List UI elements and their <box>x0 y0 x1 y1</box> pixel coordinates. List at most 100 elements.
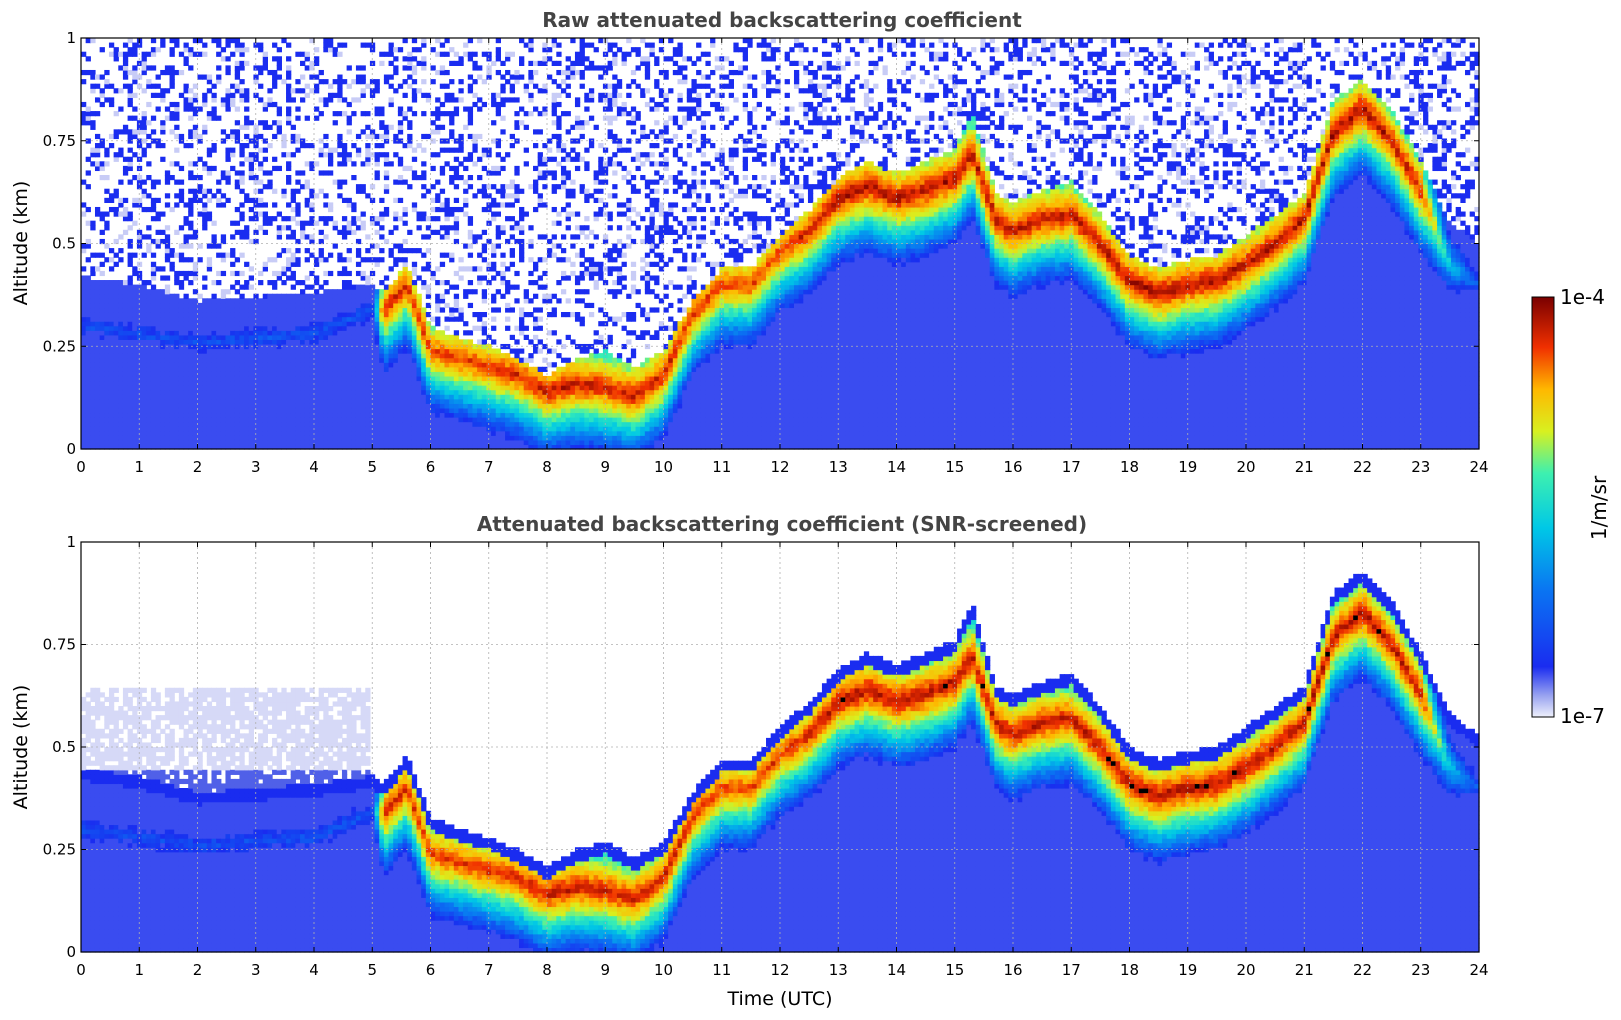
heatmap-cell <box>81 317 86 322</box>
heatmap-cell <box>156 403 161 408</box>
heatmap-cell <box>86 294 91 299</box>
heatmap-cell <box>146 65 151 70</box>
heatmap-cell <box>81 417 86 422</box>
heatmap-cell <box>132 362 137 367</box>
heatmap-cell <box>118 335 123 340</box>
heatmap-cell <box>156 198 161 203</box>
heatmap-cell <box>123 394 128 399</box>
heatmap-cell <box>109 367 114 372</box>
heatmap-cell <box>95 394 100 399</box>
heatmap-cell <box>104 97 109 102</box>
heatmap-cell <box>123 298 128 303</box>
heatmap-cell <box>95 307 100 312</box>
heatmap-cell <box>104 353 109 358</box>
heatmap-cell <box>95 376 100 381</box>
heatmap-cell <box>100 312 105 317</box>
heatmap-cell <box>123 230 128 235</box>
heatmap-cell <box>114 349 119 354</box>
heatmap-cell <box>123 417 128 422</box>
heatmap-cell <box>123 362 128 367</box>
heatmap-cell <box>156 385 161 390</box>
heatmap-cell <box>142 61 147 66</box>
heatmap-cell <box>90 431 95 436</box>
heatmap-cell <box>81 111 86 116</box>
heatmap-cell <box>128 326 133 331</box>
heatmap-cell <box>104 303 109 308</box>
heatmap-cell <box>128 280 133 285</box>
heatmap-cell <box>156 339 161 344</box>
heatmap-cell <box>151 184 156 189</box>
heatmap-cell <box>109 248 114 253</box>
heatmap-cell <box>95 440 100 445</box>
heatmap-cell <box>109 349 114 354</box>
heatmap-cell <box>142 335 147 340</box>
heatmap-cell <box>109 307 114 312</box>
heatmap-cell <box>151 216 156 221</box>
heatmap-cell <box>118 349 123 354</box>
heatmap-cell <box>109 43 114 48</box>
heatmap-cell <box>151 84 156 89</box>
heatmap-cell <box>128 216 133 221</box>
heatmap-cell <box>100 417 105 422</box>
heatmap-cell <box>142 285 147 290</box>
heatmap-cell <box>146 248 151 253</box>
heatmap-cell <box>128 349 133 354</box>
heatmap-cell <box>104 385 109 390</box>
heatmap-cell <box>86 116 91 121</box>
heatmap-cell <box>142 330 147 335</box>
heatmap-cell <box>128 440 133 445</box>
heatmap-cell <box>109 102 114 107</box>
heatmap-cell <box>123 358 128 363</box>
heatmap-cell <box>132 107 137 112</box>
heatmap-cell <box>142 129 147 134</box>
heatmap-cell <box>95 148 100 153</box>
heatmap-cell <box>90 125 95 130</box>
heatmap-cell <box>100 212 105 217</box>
heatmap-cell <box>86 289 91 294</box>
heatmap-cell <box>128 431 133 436</box>
heatmap-cell <box>118 303 123 308</box>
heatmap-cell <box>90 417 95 422</box>
heatmap-cell <box>142 298 147 303</box>
heatmap-cell <box>109 257 114 262</box>
heatmap-cell <box>160 426 165 431</box>
heatmap-cell <box>118 339 123 344</box>
heatmap-cell <box>146 143 151 148</box>
heatmap-cell <box>81 390 86 395</box>
heatmap-cell <box>142 289 147 294</box>
heatmap-cell <box>151 390 156 395</box>
heatmap-cell <box>90 38 95 43</box>
heatmap-cell <box>100 408 105 413</box>
heatmap-cell <box>100 399 105 404</box>
heatmap-cell <box>156 266 161 271</box>
heatmap-cell <box>86 371 91 376</box>
heatmap-cell <box>156 381 161 386</box>
heatmap-cell <box>104 390 109 395</box>
heatmap-cell <box>114 390 119 395</box>
heatmap-cell <box>118 440 123 445</box>
heatmap-cell <box>151 431 156 436</box>
heatmap-cell <box>104 225 109 230</box>
heatmap-cell <box>160 417 165 422</box>
heatmap-cell <box>104 148 109 153</box>
heatmap-cell <box>90 353 95 358</box>
heatmap-cell <box>123 61 128 66</box>
heatmap-cell <box>156 47 161 52</box>
heatmap-cell <box>123 166 128 171</box>
heatmap-cell <box>160 431 165 436</box>
heatmap-cell <box>128 371 133 376</box>
raw-panel-title: Raw attenuated backscattering coefficien… <box>542 8 1022 32</box>
heatmap-cell <box>109 358 114 363</box>
heatmap-cell <box>128 289 133 294</box>
heatmap-cell <box>109 198 114 203</box>
heatmap-cell <box>86 298 91 303</box>
heatmap-cell <box>81 280 86 285</box>
heatmap-cell <box>86 426 91 431</box>
heatmap-cell <box>132 303 137 308</box>
heatmap-cell <box>151 330 156 335</box>
heatmap-cell <box>146 362 151 367</box>
heatmap-cell <box>95 339 100 344</box>
heatmap-cell <box>123 330 128 335</box>
heatmap-cell <box>142 440 147 445</box>
heatmap-cell <box>146 289 151 294</box>
